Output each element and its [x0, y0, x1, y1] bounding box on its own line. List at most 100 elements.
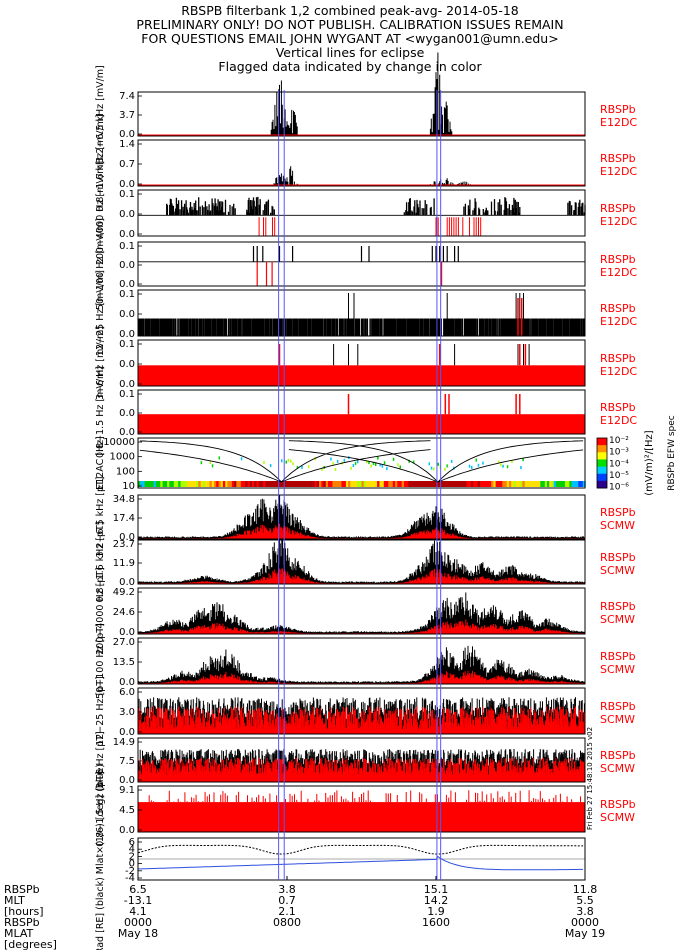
y-tick-label: 0.0	[119, 129, 135, 140]
y-tick-label: 34.8	[113, 494, 135, 505]
panel-trace	[137, 645, 586, 684]
panel-flag-fill	[138, 414, 585, 434]
x-row-value: 0000	[124, 916, 152, 929]
panel-frame	[137, 139, 586, 187]
channel-label: SCMW	[600, 613, 635, 626]
header-contact: FOR QUESTIONS EMAIL JOHN WYGANT AT <wyga…	[141, 31, 559, 46]
y-tick-label: 10000	[103, 437, 135, 448]
panel-flag-fill	[138, 802, 585, 832]
x-row-label: MLAT	[4, 927, 34, 940]
channel-label: SCMW	[600, 564, 635, 577]
panel-frame	[137, 785, 586, 833]
y-tick-label: 6.0	[119, 687, 135, 698]
y-tick-label: 4.5	[119, 805, 135, 816]
panel-frame	[137, 389, 586, 435]
colorbar: 10⁻² 10⁻³10⁻⁴ 10⁻⁵ 10⁻⁶ (mV/m)²/[Hz] RBSPb EF…	[596, 415, 677, 496]
spectrogram-band	[138, 456, 586, 487]
y-tick-label: 11.9	[113, 558, 135, 569]
y-tick-label: 100	[116, 466, 135, 477]
y-axis-label: 0.8−1.6 kHz [pT]	[95, 521, 106, 602]
x-row-value: 4.1	[129, 905, 147, 918]
x-row-value: 14.2	[424, 894, 449, 907]
instrument-label: RBSPb	[600, 650, 636, 663]
panel-frame	[137, 587, 586, 635]
x-row-value: 1.9	[427, 905, 445, 918]
x-row-value: 0000	[571, 916, 599, 929]
x-row-value: 6.5	[129, 883, 147, 896]
panel-frame	[137, 494, 586, 540]
header-eclipse-note: Vertical lines for eclipse	[275, 45, 425, 60]
y-tick-label: 0.0	[119, 677, 135, 688]
y-tick-label: 0.0	[119, 260, 135, 271]
instrument-label: RBSPb	[600, 103, 636, 116]
panel-frame	[137, 289, 586, 337]
y-tick-label: 9.1	[119, 785, 135, 796]
instrument-label: RBSPb	[600, 506, 636, 519]
x-row-value: 5.5	[576, 894, 594, 907]
y-axis-label: 3−6 Hz [pT]	[95, 731, 106, 788]
y-axis-label: 12−25 Hz [pT]	[95, 676, 106, 746]
y-tick-label: 0.0	[119, 179, 135, 190]
colorbar-frame	[596, 437, 608, 489]
panel-frame	[137, 437, 586, 489]
ephem-mlat-trace	[137, 855, 584, 871]
y-axis-label: 50−100 Hz [pT]	[95, 623, 106, 699]
panel-trace	[252, 246, 459, 262]
channel-label: SCMW	[600, 811, 635, 824]
colorbar-tick: 10⁻⁵	[609, 471, 629, 481]
x-row-value: 15.1	[424, 883, 449, 896]
colorbar-tick: 10⁻⁶	[609, 483, 629, 493]
x-row-value: 1600	[422, 916, 450, 929]
y-tick-label: 0.0	[119, 309, 135, 320]
y-axis-label: 3.2−6.5 kHz [mV/m]	[95, 65, 106, 162]
y-tick-label: 0.0	[119, 279, 135, 290]
panel-15: Fri Feb 27 15:48:10 2015 v02 9.1 4.5 0.0 0.8…	[95, 727, 636, 847]
x-row-label: RBSPb	[4, 916, 40, 929]
y-tick-label: 0.1	[119, 289, 135, 300]
y-axis-label: 50−100 Hz [mV/m]	[95, 218, 106, 310]
panel-frame	[137, 837, 586, 881]
panel-flag-trace	[517, 298, 523, 336]
colorbar-label: (mV/m)²/[Hz]	[644, 430, 655, 496]
y-tick-label: 13.5	[113, 657, 135, 668]
x-row-value: 3.8	[278, 883, 296, 896]
x-row-value: 0800	[273, 916, 301, 929]
y-tick-label: 0.1	[119, 339, 135, 350]
timestamp-note: Fri Feb 27 15:48:10 2015 v02	[586, 727, 594, 830]
y-axis-label: 3−6 Hz [mV/m]	[95, 326, 106, 400]
header-title: RBSPB filterbank 1,2 combined peak-avg- …	[181, 3, 519, 18]
channel-label: SCMW	[600, 663, 635, 676]
y-tick-label: 14.9	[113, 737, 135, 748]
channel-label: SCMW	[600, 713, 635, 726]
y-tick-label: 0.0	[119, 379, 135, 390]
y-tick-label: 2	[129, 851, 135, 862]
panel-trace	[137, 592, 586, 634]
channel-label: E12DC	[600, 215, 637, 228]
x-row-label: RBSPb	[4, 883, 40, 896]
panel-frame	[137, 687, 586, 735]
x-row-value: 2.1	[278, 905, 296, 918]
colorbar-tick: 10⁻³	[609, 448, 629, 458]
y-tick-label: -4	[125, 873, 135, 884]
x-row-label: [hours]	[4, 905, 44, 918]
y-tick-label: 0.0	[119, 408, 135, 419]
instrument-label: RBSPb	[600, 551, 636, 564]
y-tick-label: 1000	[110, 452, 135, 463]
y-tick-label: 49.2	[113, 587, 135, 598]
x-row-label: MLT	[4, 894, 25, 907]
y-tick-label: 0.0	[119, 427, 135, 438]
y-tick-label: 0.0	[119, 329, 135, 340]
y-tick-label: 0.0	[119, 727, 135, 738]
panel-frame	[137, 241, 586, 287]
panel-frame	[137, 91, 586, 137]
y-tick-label: 0.0	[119, 627, 135, 638]
instrument-label: RBSPb	[600, 352, 636, 365]
y-tick-label: 24.6	[113, 607, 135, 618]
